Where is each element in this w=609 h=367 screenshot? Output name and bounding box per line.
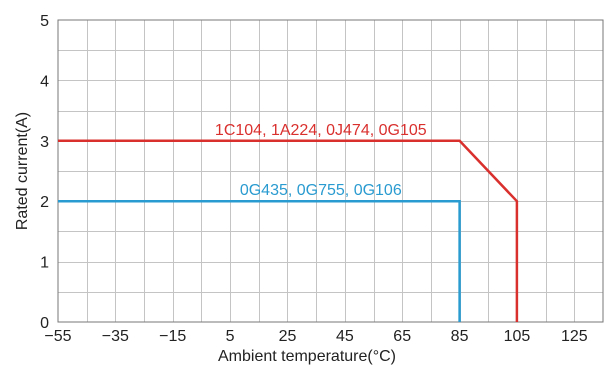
x-tick-label: 125 [561,328,588,345]
x-tick-label: 105 [504,328,531,345]
series-line-0 [58,139,519,322]
x-tick-label: 85 [451,328,469,345]
x-tick-label: −15 [159,328,186,345]
x-tick-labels: −55 −35 −15 5 25 45 65 85 105 125 [44,328,587,345]
y-axis-title: Rated current(A) [14,112,31,230]
x-tick-label: 5 [226,328,235,345]
series-lines [58,139,519,322]
y-tick-label: 0 [40,315,49,332]
series-label-0: 1C104, 1A224, 0J474, 0G105 [215,122,427,139]
y-tick-label: 2 [40,194,49,211]
x-tick-label: −35 [102,328,129,345]
horizontal-gridlines [58,50,603,293]
x-tick-label: 45 [336,328,354,345]
plot-area-frame [57,19,604,323]
y-tick-label: 5 [40,13,49,30]
y-tick-labels: 0 1 2 3 4 5 [40,13,49,332]
x-tick-label: −55 [44,328,71,345]
x-tick-label: 25 [279,328,297,345]
series-label-1: 0G435, 0G755, 0G106 [240,182,402,199]
y-tick-label: 4 [40,73,49,90]
y-tick-label: 3 [40,134,49,151]
x-axis-title: Ambient temperature(°C) [218,348,396,365]
y-tick-label: 1 [40,255,49,272]
series-labels: 1C104, 1A224, 0J474, 0G105 0G435, 0G755, … [215,122,427,199]
x-tick-label: 65 [393,328,411,345]
series-line-1 [58,199,461,322]
